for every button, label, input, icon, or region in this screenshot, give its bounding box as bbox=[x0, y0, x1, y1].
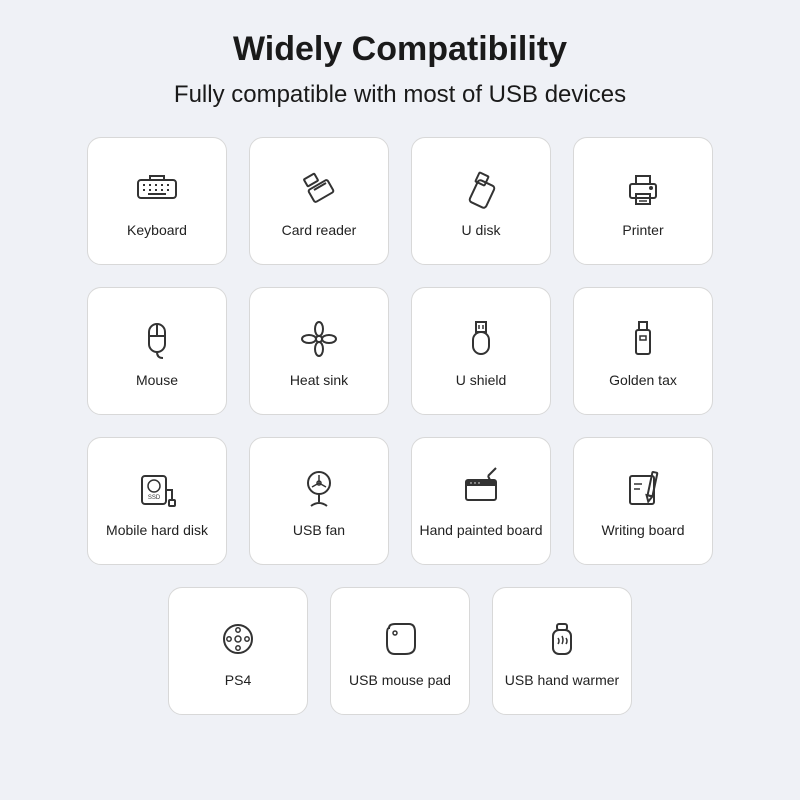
device-card-mouse-pad: USB mouse pad bbox=[330, 587, 470, 715]
device-label: Mobile hard disk bbox=[106, 522, 208, 539]
device-card-card-reader: Card reader bbox=[249, 137, 389, 265]
gamepad-icon bbox=[215, 616, 261, 662]
mouse-icon bbox=[134, 316, 180, 362]
device-label: Printer bbox=[622, 222, 663, 239]
device-label: Golden tax bbox=[609, 372, 677, 389]
device-card-keyboard: Keyboard bbox=[87, 137, 227, 265]
device-label: USB fan bbox=[293, 522, 345, 539]
device-card-usb-fan: USB fan bbox=[249, 437, 389, 565]
device-label: U disk bbox=[462, 222, 501, 239]
tablet-icon bbox=[458, 466, 504, 512]
heat-sink-icon bbox=[296, 316, 342, 362]
device-card-hand-warmer: USB hand warmer bbox=[492, 587, 632, 715]
device-label: Keyboard bbox=[127, 222, 187, 239]
hard-disk-icon bbox=[134, 466, 180, 512]
infographic-container: Widely Compatibility Fully compatible wi… bbox=[0, 0, 800, 800]
u-shield-icon bbox=[458, 316, 504, 362]
device-label: Heat sink bbox=[290, 372, 348, 389]
keyboard-icon bbox=[134, 166, 180, 212]
writing-board-icon bbox=[620, 466, 666, 512]
device-grid: Keyboard Card reader U disk Printer Mous… bbox=[50, 137, 750, 715]
device-card-hard-disk: Mobile hard disk bbox=[87, 437, 227, 565]
golden-tax-icon bbox=[620, 316, 666, 362]
page-subtitle: Fully compatible with most of USB device… bbox=[174, 81, 626, 109]
device-label: Writing board bbox=[601, 522, 684, 539]
device-label: U shield bbox=[456, 372, 507, 389]
device-label: Card reader bbox=[282, 222, 357, 239]
usb-fan-icon bbox=[296, 466, 342, 512]
hand-warmer-icon bbox=[539, 616, 585, 662]
device-card-tablet: Hand painted board bbox=[411, 437, 551, 565]
device-card-gamepad: PS4 bbox=[168, 587, 308, 715]
device-label: Hand painted board bbox=[420, 522, 543, 539]
page-title: Widely Compatibility bbox=[233, 30, 567, 69]
device-card-writing-board: Writing board bbox=[573, 437, 713, 565]
device-label: PS4 bbox=[225, 672, 251, 689]
device-card-printer: Printer bbox=[573, 137, 713, 265]
u-disk-icon bbox=[458, 166, 504, 212]
device-label: Mouse bbox=[136, 372, 178, 389]
card-reader-icon bbox=[296, 166, 342, 212]
mouse-pad-icon bbox=[377, 616, 423, 662]
device-card-mouse: Mouse bbox=[87, 287, 227, 415]
device-card-heat-sink: Heat sink bbox=[249, 287, 389, 415]
device-card-golden-tax: Golden tax bbox=[573, 287, 713, 415]
device-card-u-disk: U disk bbox=[411, 137, 551, 265]
printer-icon bbox=[620, 166, 666, 212]
device-card-u-shield: U shield bbox=[411, 287, 551, 415]
device-label: USB mouse pad bbox=[349, 672, 451, 689]
device-label: USB hand warmer bbox=[505, 672, 619, 689]
